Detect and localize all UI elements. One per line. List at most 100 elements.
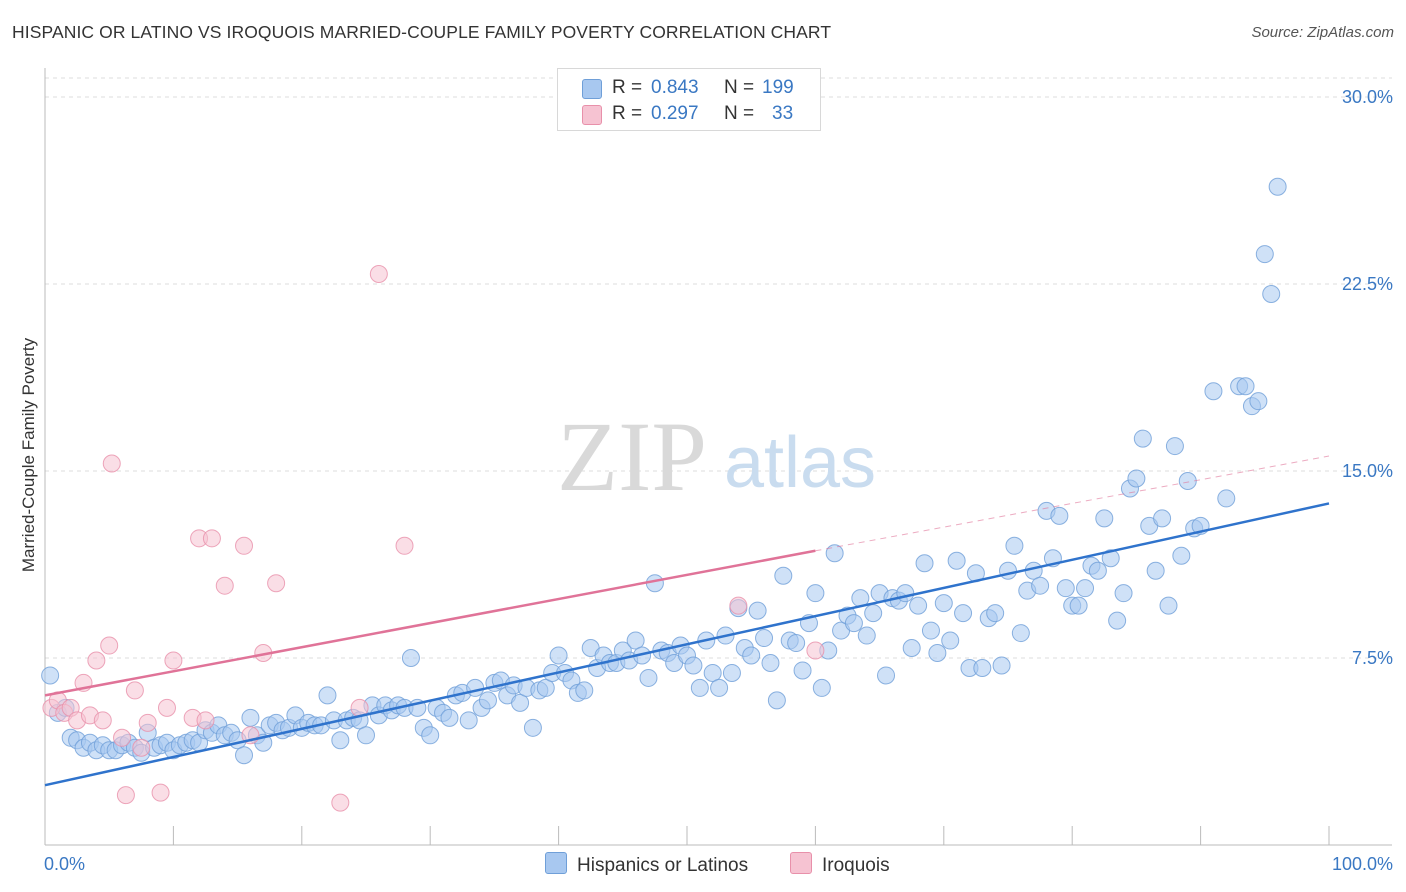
- point-hispanics: [921, 621, 940, 640]
- bottom-legend-label-hispanics: Hispanics or Latinos: [577, 855, 749, 876]
- legend-swatch-iroquois: [582, 105, 602, 125]
- point-hispanics: [774, 566, 793, 585]
- point-hispanics: [915, 554, 934, 573]
- chart-title: HISPANIC OR LATINO VS IROQUOIS MARRIED-C…: [12, 22, 832, 42]
- point-hispanics: [357, 726, 375, 745]
- point-hispanics: [1095, 509, 1114, 528]
- tick-labels: 7.5% 15.0% 22.5% 30.0% 0.0% 100.0%: [44, 87, 1393, 874]
- point-hispanics: [986, 604, 1005, 623]
- point-iroquois: [157, 698, 176, 717]
- y-tick-label: 15.0%: [1342, 461, 1393, 481]
- point-hispanics: [1159, 596, 1178, 615]
- point-hispanics: [1127, 469, 1146, 488]
- point-hispanics: [902, 639, 921, 658]
- point-hispanics: [812, 678, 831, 697]
- point-hispanics: [928, 644, 947, 663]
- trend-lines: [44, 455, 1330, 787]
- point-iroquois: [196, 711, 215, 730]
- legend-r-label: R =: [612, 103, 643, 124]
- point-iroquois: [369, 265, 388, 284]
- point-hispanics: [748, 601, 767, 620]
- legend-r-label: R =: [612, 77, 643, 98]
- point-hispanics: [1133, 429, 1152, 448]
- point-hispanics: [1108, 611, 1127, 630]
- point-hispanics: [1011, 624, 1030, 643]
- point-hispanics: [1262, 284, 1281, 303]
- point-hispanics: [466, 678, 485, 697]
- legend-n-label: N =: [724, 103, 755, 124]
- source-label: Source: ZipAtlas.com: [1251, 24, 1394, 41]
- point-hispanics: [1217, 489, 1236, 508]
- legend-n-value: 199: [762, 77, 794, 98]
- point-hispanics: [857, 626, 876, 645]
- point-hispanics: [1088, 561, 1107, 580]
- point-iroquois: [116, 786, 135, 805]
- trend-line-iroquois-extension: [815, 455, 1330, 552]
- point-hispanics: [478, 691, 497, 710]
- point-hispanics: [864, 604, 883, 623]
- trend-line-hispanics: [44, 502, 1330, 787]
- point-iroquois: [806, 641, 825, 660]
- point-hispanics: [1178, 471, 1197, 490]
- point-hispanics: [639, 668, 658, 687]
- point-hispanics: [710, 678, 729, 697]
- point-iroquois: [151, 783, 170, 802]
- legend-n-label: N =: [724, 77, 755, 98]
- point-iroquois: [202, 529, 221, 548]
- point-hispanics: [909, 596, 928, 615]
- point-hispanics: [755, 629, 774, 648]
- point-hispanics: [1255, 245, 1274, 264]
- point-hispanics: [1249, 392, 1268, 411]
- point-hispanics: [703, 663, 722, 682]
- bottom-legend-swatch-hispanics: [545, 852, 567, 874]
- point-hispanics: [684, 656, 703, 675]
- point-hispanics: [1076, 579, 1095, 598]
- point-hispanics: [1146, 561, 1165, 580]
- point-iroquois: [102, 454, 121, 473]
- point-hispanics: [1204, 382, 1223, 401]
- point-hispanics: [626, 631, 645, 650]
- bottom-legend-hispanics: Hispanics or Latinos: [545, 852, 748, 877]
- x-tick-label-max: 100.0%: [1332, 854, 1393, 874]
- bottom-legend-swatch-iroquois: [790, 852, 812, 874]
- point-iroquois: [235, 536, 254, 555]
- point-hispanics: [742, 646, 761, 665]
- point-iroquois: [729, 596, 748, 615]
- point-iroquois: [164, 651, 183, 670]
- point-hispanics: [1236, 377, 1255, 396]
- watermark: ZIP atlas: [557, 401, 876, 512]
- point-hispanics: [459, 711, 478, 730]
- point-iroquois: [113, 728, 132, 747]
- point-hispanics: [511, 693, 530, 712]
- point-iroquois: [267, 574, 286, 593]
- point-hispanics: [954, 604, 973, 623]
- point-hispanics: [523, 718, 542, 737]
- legend-r-value: 0.297: [651, 103, 699, 124]
- point-hispanics: [421, 726, 440, 745]
- point-hispanics: [999, 561, 1017, 580]
- watermark-atlas: atlas: [724, 423, 876, 503]
- point-hispanics: [806, 584, 825, 603]
- grid-lines: [45, 77, 1392, 659]
- point-iroquois: [138, 713, 157, 732]
- y-tick-label: 7.5%: [1352, 648, 1393, 668]
- point-hispanics: [318, 686, 337, 705]
- point-hispanics: [331, 731, 350, 750]
- point-hispanics: [241, 708, 260, 727]
- point-hispanics: [844, 614, 863, 633]
- point-hispanics: [793, 661, 812, 680]
- y-tick-label: 30.0%: [1342, 87, 1393, 107]
- bottom-legend-iroquois: Iroquois: [790, 852, 890, 877]
- axes: [44, 68, 1392, 846]
- point-hispanics: [1114, 584, 1133, 603]
- point-iroquois: [100, 636, 119, 655]
- point-hispanics: [536, 678, 555, 697]
- point-hispanics: [947, 551, 966, 570]
- point-iroquois: [215, 576, 234, 595]
- point-iroquois: [132, 738, 151, 757]
- bottom-legend-label-iroquois: Iroquois: [822, 855, 890, 876]
- point-hispanics: [1101, 549, 1120, 568]
- point-hispanics: [1165, 437, 1184, 456]
- point-iroquois: [87, 651, 106, 670]
